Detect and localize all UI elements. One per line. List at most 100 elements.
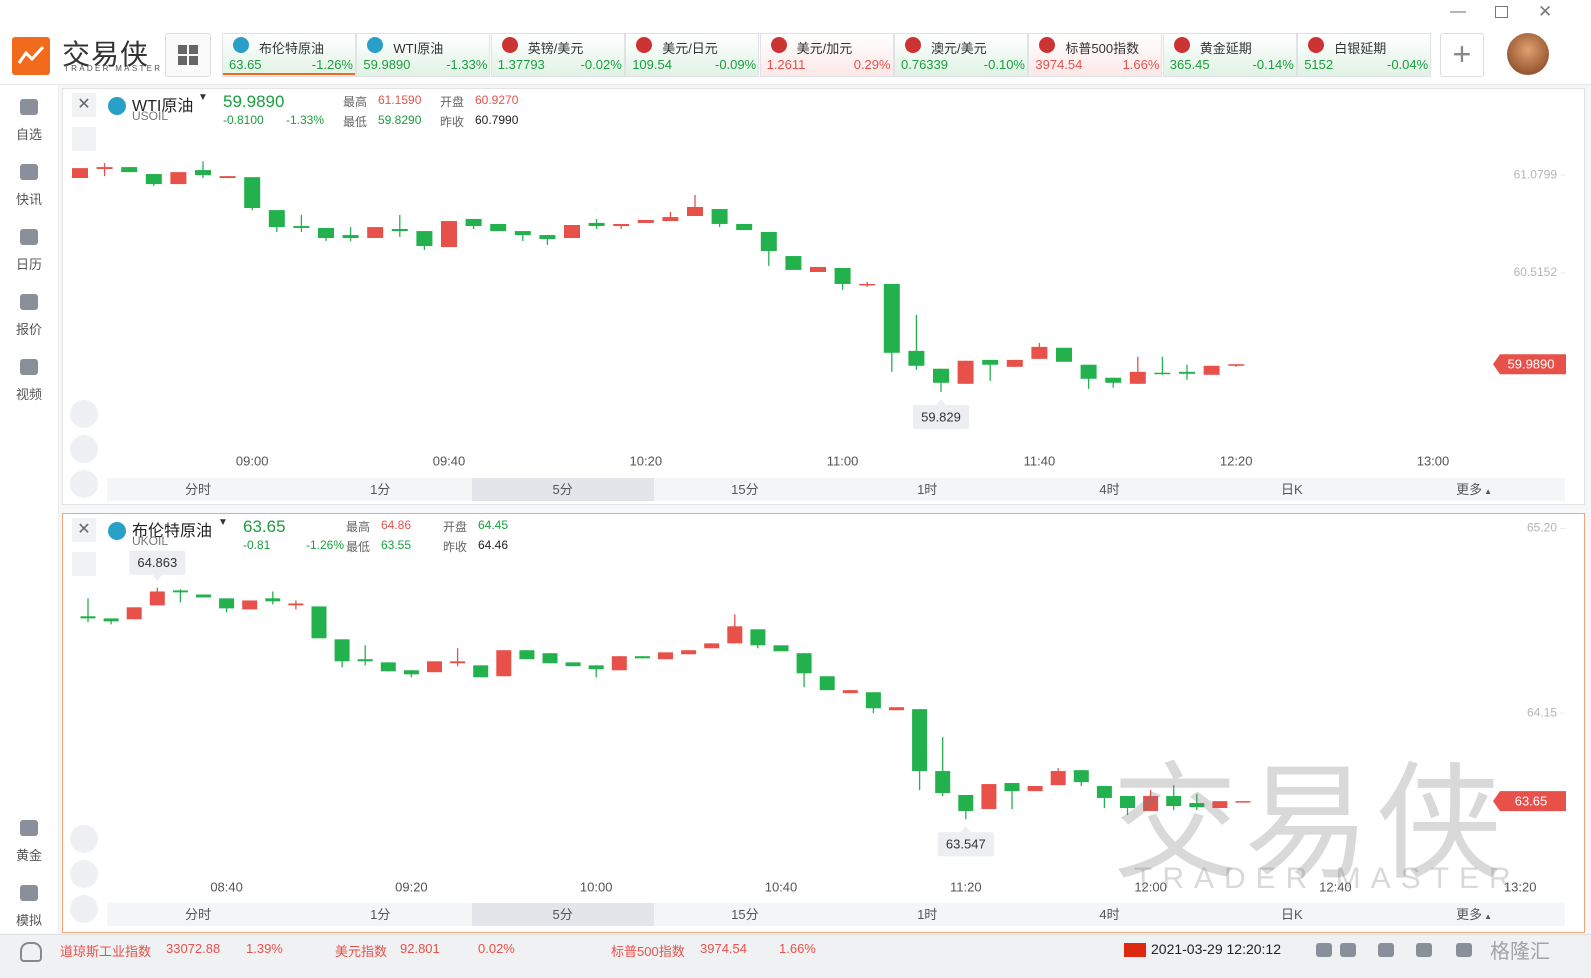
tab-name: 美元/日元	[662, 41, 718, 56]
market-tab[interactable]: 布伦特原油 63.65 -1.26%	[222, 33, 356, 77]
market-tab[interactable]: 美元/加元 1.2611 0.29%	[759, 33, 894, 77]
timeframe-button[interactable]: 日K	[1201, 903, 1383, 926]
tab-change: -0.14%	[1252, 57, 1294, 72]
timeframe-label: 日K	[1280, 482, 1303, 497]
candle-body	[170, 172, 187, 185]
candle-body	[96, 167, 113, 170]
candle-body	[1166, 796, 1182, 807]
sidebar-icon[interactable]	[20, 99, 38, 115]
index-name[interactable]: 标普500指数	[611, 944, 685, 959]
timeframe-button[interactable]: 15分	[654, 903, 836, 926]
index-name[interactable]: 道琼斯工业指数	[60, 944, 152, 959]
watermark-title: 交易侠	[1112, 753, 1508, 894]
index-value: 3974.54	[700, 941, 747, 956]
close-chart-button[interactable]: ✕	[72, 518, 96, 542]
sidebar	[0, 85, 59, 933]
tab-icon	[501, 37, 518, 53]
market-tab[interactable]: 黄金延期 365.45 -0.14%	[1162, 33, 1297, 77]
timeframe-button[interactable]: 更多 ▲	[1383, 478, 1565, 501]
maximize-button[interactable]	[1495, 6, 1508, 18]
chart-tool-button[interactable]	[70, 400, 98, 428]
timeframe-button[interactable]: 日K	[1201, 478, 1383, 501]
sidebar-icon[interactable]	[20, 294, 38, 310]
flag-icon	[1124, 943, 1146, 957]
timeframe-button[interactable]: 15分	[654, 478, 836, 501]
sidebar-label[interactable]: 报价	[15, 322, 42, 337]
chart-tool-button[interactable]	[70, 895, 98, 923]
candle-body	[1143, 796, 1159, 811]
candle-body	[564, 225, 580, 239]
timeframe-button[interactable]: 1时	[836, 478, 1018, 501]
timeframe-button[interactable]: 5分	[471, 478, 654, 501]
timeframe-label: 1时	[917, 482, 938, 497]
sidebar-icon[interactable]	[20, 359, 38, 375]
symbol-name[interactable]: 布伦特原油	[132, 523, 213, 540]
sidebar-label[interactable]: 视频	[15, 387, 42, 402]
symbol-change-pct: -1.26%	[306, 538, 345, 552]
sidebar-icon[interactable]	[20, 820, 38, 836]
sidebar-icon[interactable]	[20, 229, 38, 245]
timeframe-button[interactable]: 分时	[107, 903, 289, 926]
market-tab[interactable]: 标普500指数 3974.54 1.66%	[1028, 33, 1163, 77]
sidebar-label[interactable]: 快讯	[15, 192, 42, 207]
timeframe-button[interactable]: 4时	[1019, 478, 1201, 501]
tab-icon	[233, 37, 249, 53]
expand-chart-button[interactable]	[72, 552, 96, 576]
x-tick-label: 12:20	[1220, 453, 1253, 468]
status-icon[interactable]	[1340, 943, 1356, 957]
tab-change: -0.09%	[714, 57, 757, 72]
expand-chart-button[interactable]	[72, 127, 96, 151]
status-icon[interactable]	[1456, 943, 1472, 957]
market-tab[interactable]: WTI原油 59.9890 -1.33%	[356, 33, 491, 77]
timeframe-button[interactable]: 5分	[471, 903, 654, 926]
candle-body	[244, 177, 261, 209]
last-price-label: 63.65	[1515, 794, 1548, 809]
sidebar-label[interactable]: 黄金	[15, 848, 42, 863]
market-tab[interactable]: 白银延期 5152 -0.04%	[1297, 33, 1432, 77]
index-name[interactable]: 美元指数	[335, 944, 388, 959]
add-tab-button[interactable]: +	[1440, 33, 1484, 77]
status-icon[interactable]	[1416, 943, 1432, 957]
stat-value: 64.45	[478, 518, 509, 532]
chart-tool-button[interactable]	[70, 470, 98, 498]
sidebar-label[interactable]: 自选	[15, 127, 42, 142]
candle-body	[342, 235, 359, 239]
layout-button[interactable]	[165, 33, 211, 77]
status-icon[interactable]	[1316, 943, 1332, 957]
status-icon[interactable]	[1378, 943, 1394, 957]
chart-tool-button[interactable]	[70, 435, 98, 463]
timeframe-button[interactable]: 1时	[836, 903, 1018, 926]
sidebar-label[interactable]: 模拟	[15, 913, 42, 928]
market-tab[interactable]: 澳元/美元 0.76339 -0.10%	[894, 33, 1028, 77]
candle-body	[981, 784, 997, 810]
candle-body	[1105, 377, 1122, 383]
close-chart-button[interactable]: ✕	[72, 93, 96, 117]
timeframe-button[interactable]: 4时	[1019, 903, 1201, 926]
sidebar-icon[interactable]	[20, 164, 38, 180]
timeframe-button[interactable]: 1分	[289, 478, 471, 501]
sidebar-icon[interactable]	[20, 885, 38, 901]
chart-panel	[62, 513, 1585, 933]
sidebar-label[interactable]: 日历	[15, 257, 42, 272]
close-button[interactable]: ✕	[1538, 2, 1553, 21]
candle-body	[1096, 786, 1112, 798]
stat-label: 开盘	[443, 520, 468, 534]
candle-body	[785, 256, 802, 270]
marker-pointer	[960, 826, 971, 833]
candle-body	[519, 650, 535, 660]
symbol-name[interactable]: WTI原油	[132, 98, 194, 115]
timeframe-label: 4时	[1099, 482, 1120, 497]
stat-label: 昨收	[443, 540, 468, 554]
market-tab[interactable]: 英镑/美元 1.37793 -0.02%	[490, 33, 625, 77]
y-tick-label: 61.0799	[1514, 167, 1558, 181]
minimize-button[interactable]: —	[1450, 3, 1466, 20]
timeframe-button[interactable]: 分时	[107, 478, 289, 501]
x-tick-label: 12:00	[1134, 879, 1167, 894]
chart-tool-button[interactable]	[70, 860, 98, 888]
avatar[interactable]	[1507, 33, 1549, 75]
timeframe-button[interactable]: 1分	[289, 903, 471, 926]
chart-tool-button[interactable]	[70, 825, 98, 853]
candle-body	[311, 606, 327, 639]
market-tab[interactable]: 美元/日元 109.54 -0.09%	[625, 33, 760, 77]
timeframe-button[interactable]: 更多 ▲	[1383, 903, 1565, 926]
